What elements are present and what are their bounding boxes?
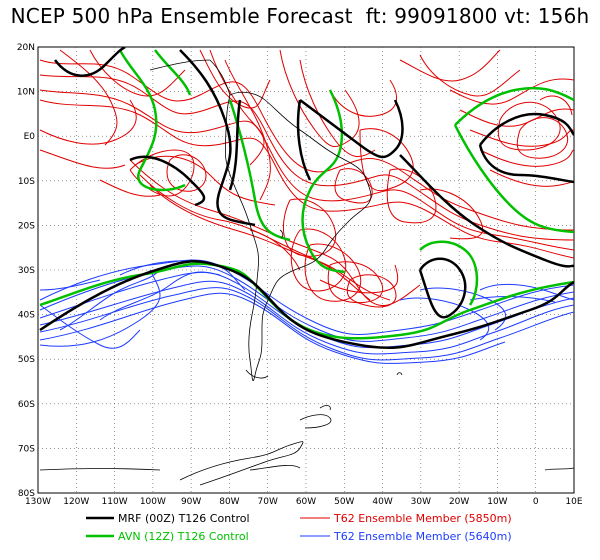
lat-tick-label: 10S [18, 177, 35, 187]
lon-tick-label: 20W [449, 497, 469, 507]
legend-label-avn: AVN (12Z) T126 Control [118, 530, 249, 543]
lon-tick-label: 40W [372, 497, 392, 507]
lat-tick-label: 80S [18, 489, 35, 499]
lat-tick-label: 50S [18, 355, 35, 365]
lat-tick-label: 20N [17, 43, 35, 53]
lon-tick-label: 100W [140, 497, 166, 507]
lon-tick-label: 130W [25, 497, 51, 507]
legend-label-5850m: T62 Ensemble Member (5850m) [333, 512, 512, 525]
graticule [38, 47, 574, 493]
ensemble-5850m-contours [39, 49, 574, 308]
lon-tick-label: 10E [565, 497, 582, 507]
lat-tick-label: 30S [18, 266, 35, 276]
lon-tick-label: 0 [533, 497, 539, 507]
lon-tick-label: 110W [102, 497, 128, 507]
lat-tick-label: 20S [18, 221, 35, 231]
lon-tick-label: 90W [181, 497, 201, 507]
lon-tick-label: 50W [334, 497, 354, 507]
legend-label-5640m: T62 Ensemble Member (5640m) [333, 530, 512, 543]
lat-tick-label: 70S [18, 444, 35, 454]
legend-label-mrf: MRF (00Z) T126 Control [118, 512, 250, 525]
mrf-control-contours [39, 47, 574, 350]
longitude-labels: 130W 120W 110W 100W 90W 80W 70W 60W 50W 40W 30W 20W… [25, 497, 583, 507]
lon-tick-label: 120W [63, 497, 89, 507]
lon-tick-label: 70W [258, 497, 278, 507]
lat-tick-label: 60S [18, 400, 35, 410]
lat-tick-label: E0 [24, 132, 36, 142]
lon-tick-label: 80W [219, 497, 239, 507]
lon-tick-label: 30W [411, 497, 431, 507]
lat-tick-label: 40S [18, 311, 35, 321]
avn-control-contours [39, 49, 574, 340]
lat-tick-label: 10N [17, 88, 35, 98]
latitude-labels: 20N 10N E0 10S 20S 30S 40S 50S 60S 70S 80S [17, 43, 35, 499]
ensemble-5640m-contours [39, 259, 574, 364]
coastline [39, 59, 574, 486]
lon-tick-label: 10W [487, 497, 507, 507]
map-title: NCEP 500 hPa Ensemble Forecast ft: 99091… [10, 4, 590, 28]
lon-tick-label: 60W [296, 497, 316, 507]
legend: MRF (00Z) T126 Control AVN (12Z) T126 Co… [86, 512, 512, 543]
